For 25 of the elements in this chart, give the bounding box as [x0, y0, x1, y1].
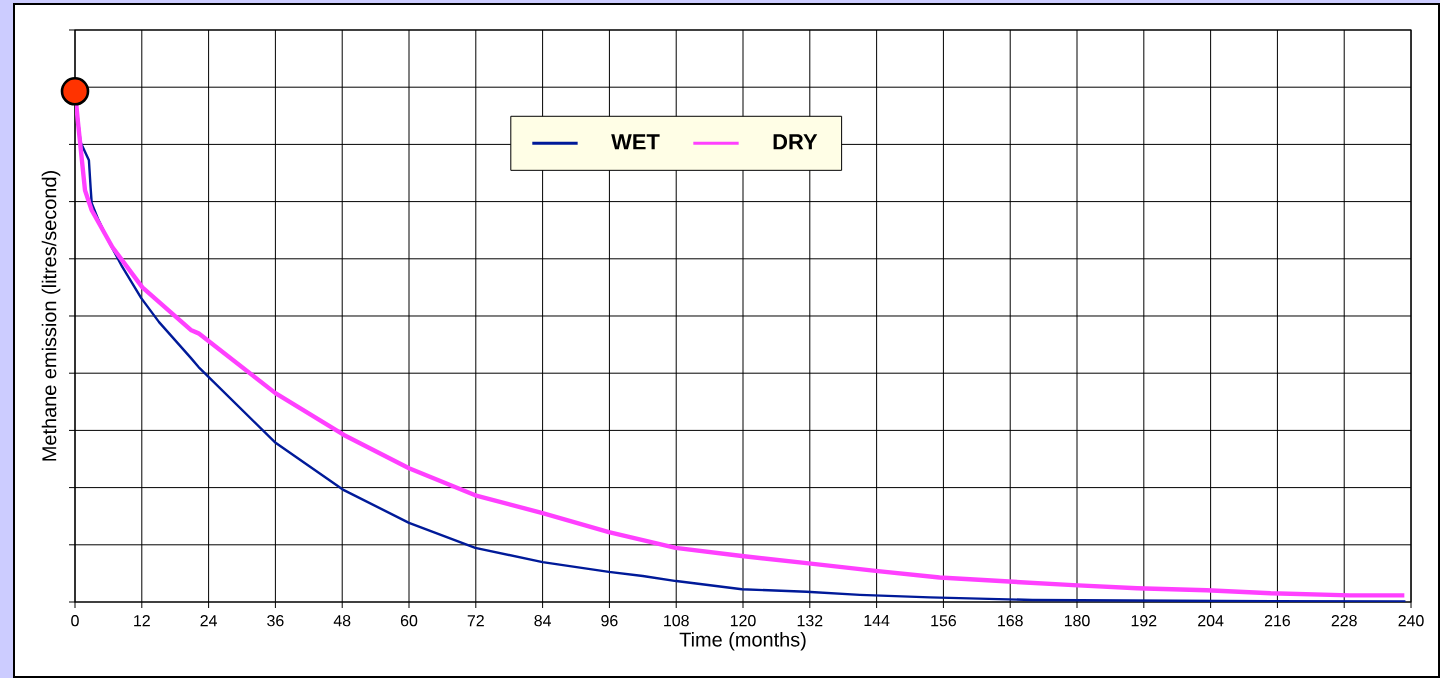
x-tick-label: 216	[1264, 615, 1290, 627]
x-tick-label: 72	[467, 615, 484, 627]
x-tick-label: 192	[1131, 615, 1157, 627]
x-tick-label: 132	[797, 615, 823, 627]
x-tick-label: 180	[1064, 615, 1090, 627]
legend-label: DRY	[773, 134, 818, 150]
x-tick-label: 108	[664, 615, 689, 627]
x-tick-label: 156	[931, 615, 956, 627]
x-tick-label: 228	[1331, 615, 1357, 627]
x-tick-label: 84	[534, 615, 552, 627]
x-tick-label: 240	[1398, 615, 1424, 627]
x-tick-label: 96	[601, 615, 618, 627]
x-tick-label: 12	[134, 615, 150, 627]
x-tick-label: 60	[400, 615, 418, 627]
legend-label: WET	[611, 134, 660, 150]
x-tick-label: 36	[267, 615, 284, 627]
x-tick-label: 168	[998, 615, 1023, 627]
x-axis-title: Time (months)	[679, 632, 806, 651]
x-tick-label: 0	[71, 615, 79, 627]
x-tick-label: 24	[200, 615, 218, 627]
x-tick-label: 120	[730, 615, 756, 627]
x-tick-label: 48	[333, 615, 351, 627]
x-tick-label: 144	[864, 615, 890, 627]
x-tick-label: 204	[1198, 615, 1224, 627]
y-axis-title: Methane emission (litres/second)	[41, 171, 61, 461]
